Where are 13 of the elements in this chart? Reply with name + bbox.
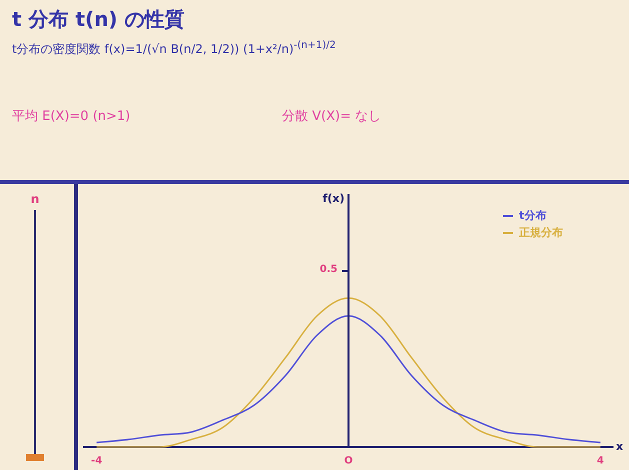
- legend-label: t分布: [519, 208, 546, 222]
- slider: n: [24, 192, 46, 466]
- legend-label: 正規分布: [518, 226, 563, 239]
- text: 平均 E(X)=0 (n>1): [12, 108, 130, 125]
- x-axis-title: x: [616, 440, 624, 453]
- x-tick-label: 4: [596, 456, 604, 467]
- x-tick-label: O: [344, 456, 353, 467]
- text: f(x): [322, 192, 344, 205]
- text: t分布の密度関数 f(x)=1/(√n B(n/2, 1/2)) (1+x²/n)$^{-(n+1)/2}$: [12, 40, 336, 58]
- text: 0.5: [320, 264, 338, 275]
- chart-title: t 分布 t(n) の性質: [12, 6, 185, 33]
- text: 分散 V(X)= なし: [282, 108, 382, 125]
- x-tick-label: -4: [91, 456, 102, 467]
